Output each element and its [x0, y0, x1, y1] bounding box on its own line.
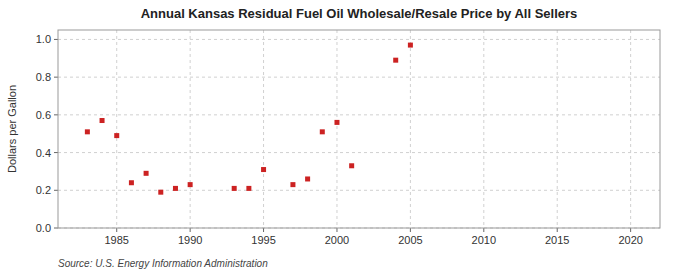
points	[85, 43, 413, 195]
grid-line	[190, 30, 191, 228]
grid	[58, 30, 660, 228]
point	[173, 186, 178, 191]
grid-line	[58, 152, 660, 153]
point	[100, 118, 105, 123]
point	[320, 129, 325, 134]
tick-label: 2015	[545, 234, 569, 246]
tick	[54, 152, 58, 153]
tick-label: 2000	[325, 234, 349, 246]
y-axis-label: Dollars per Gallon	[6, 85, 18, 173]
grid-line	[410, 30, 411, 228]
tick-label: 2010	[472, 234, 496, 246]
tick	[630, 228, 631, 232]
tick	[116, 228, 117, 232]
grid-line	[630, 30, 631, 228]
grid-line	[483, 30, 484, 228]
tick-label: 1985	[104, 234, 128, 246]
tick	[54, 228, 58, 229]
grid-line	[557, 30, 558, 228]
point	[290, 182, 295, 187]
point	[188, 182, 193, 187]
grid-line	[263, 30, 264, 228]
tick	[54, 114, 58, 115]
axes: 1985 1990 1995 2000 2005 2010 2015 2020 0.0 0.2 0.…	[36, 30, 660, 246]
tick-label: 1990	[178, 234, 202, 246]
tick-label: 0.8	[36, 71, 51, 83]
tick-label: 1.0	[36, 33, 51, 45]
point	[114, 133, 119, 138]
grid-line	[58, 39, 660, 40]
tick	[54, 77, 58, 78]
tick	[190, 228, 191, 232]
point	[129, 180, 134, 185]
grid-line	[336, 30, 337, 228]
point	[85, 129, 90, 134]
point	[246, 186, 251, 191]
annotation: Source: U.S. Energy Information Administ…	[58, 258, 268, 269]
tick-label: 0.0	[36, 222, 51, 234]
point	[261, 167, 266, 172]
chart: Annual Kansas Residual Fuel Oil Wholesal…	[0, 0, 675, 275]
point	[232, 186, 237, 191]
tick	[263, 228, 264, 232]
tick-label: 0.2	[36, 184, 51, 196]
point	[144, 171, 149, 176]
tick	[336, 228, 337, 232]
tick	[557, 228, 558, 232]
tick-label: 0.4	[36, 147, 51, 159]
tick-label: 2020	[618, 234, 642, 246]
tick	[54, 190, 58, 191]
point	[349, 163, 354, 168]
title: Annual Kansas Residual Fuel Oil Wholesal…	[141, 6, 578, 21]
tick-label: 1995	[251, 234, 275, 246]
point	[393, 58, 398, 63]
grid-line	[58, 77, 660, 78]
point	[408, 43, 413, 48]
grid-line	[58, 114, 660, 115]
point	[305, 176, 310, 181]
tick	[483, 228, 484, 232]
tick-label: 2005	[398, 234, 422, 246]
plot-frame	[58, 30, 660, 228]
grid-line	[116, 30, 117, 228]
tick-label: 0.6	[36, 109, 51, 121]
tick	[410, 228, 411, 232]
point	[158, 190, 163, 195]
tick	[54, 39, 58, 40]
point	[334, 120, 339, 125]
grid-line	[58, 190, 660, 191]
